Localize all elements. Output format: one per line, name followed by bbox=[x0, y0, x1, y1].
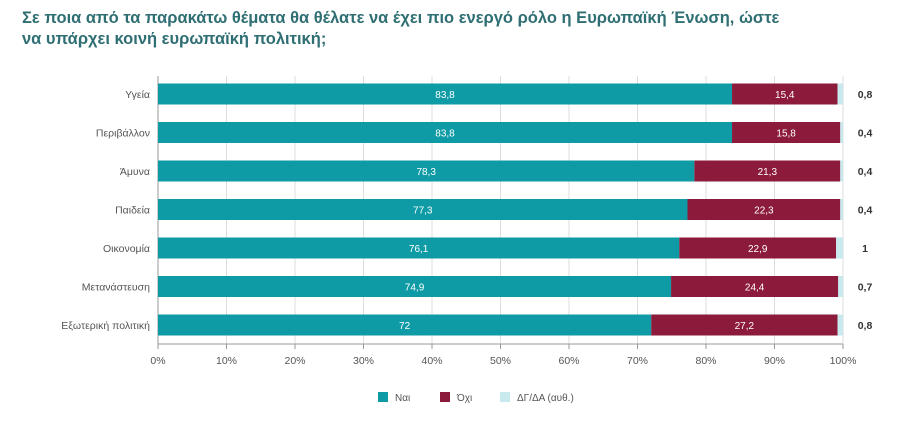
x-tick-label: 20% bbox=[284, 355, 305, 367]
bar-segment-yes bbox=[158, 83, 733, 105]
chart-title: Σε ποια από τα παρακάτω θέματα θα θέλατε… bbox=[22, 8, 902, 50]
bar-segment-dk bbox=[840, 199, 843, 220]
bar-segment-dk bbox=[836, 237, 843, 259]
data-label-no: 22,9 bbox=[748, 244, 768, 255]
bar-segment-yes bbox=[158, 160, 695, 182]
bar-segment-yes bbox=[158, 314, 652, 336]
data-label-dk: 1 bbox=[862, 243, 868, 255]
bar-segment-dk bbox=[840, 160, 843, 182]
category-label: Υγεία bbox=[125, 89, 150, 101]
bar-segment-dk bbox=[838, 276, 843, 297]
legend-swatch bbox=[500, 392, 510, 402]
data-label-yes: 77,3 bbox=[413, 206, 433, 217]
data-label-no: 15,4 bbox=[775, 90, 795, 101]
data-label-no: 27,2 bbox=[735, 321, 755, 332]
chart-title-line-2: να υπάρχει κοινή ευρωπαϊκή πολιτική; bbox=[22, 30, 327, 48]
category-label: Εξωτερική πολιτική bbox=[61, 320, 150, 332]
data-label-yes: 83,8 bbox=[435, 90, 455, 101]
data-label-dk: 0,8 bbox=[858, 89, 873, 101]
bar-segment-no bbox=[694, 160, 841, 182]
data-label-no: 22,3 bbox=[754, 206, 774, 217]
category-label: Οικονομία bbox=[103, 243, 150, 255]
data-label-no: 21,3 bbox=[758, 167, 778, 178]
x-tick-label: 40% bbox=[421, 355, 442, 367]
bar-segment-dk bbox=[837, 83, 843, 105]
category-label: Άμυνα bbox=[120, 166, 150, 178]
data-label-dk: 0,4 bbox=[858, 166, 873, 178]
data-label-dk: 0,4 bbox=[858, 128, 873, 140]
x-tick-label: 0% bbox=[150, 355, 165, 367]
bar-segment-yes bbox=[158, 122, 733, 143]
bar-segment-no bbox=[732, 122, 841, 143]
legend-swatch bbox=[440, 392, 450, 402]
data-label-dk: 0,8 bbox=[858, 320, 873, 332]
data-label-yes: 76,1 bbox=[409, 244, 429, 255]
data-label-dk: 0,4 bbox=[858, 205, 873, 217]
category-label: Περιβάλλον bbox=[96, 128, 150, 140]
bar-segment-yes bbox=[158, 237, 680, 259]
legend-swatch bbox=[378, 392, 388, 402]
bar-segment-no bbox=[651, 314, 838, 336]
category-label: Μετανάστευση bbox=[82, 282, 150, 294]
x-tick-label: 70% bbox=[627, 355, 648, 367]
data-label-yes: 74,9 bbox=[405, 283, 425, 294]
bar-segment-no bbox=[732, 83, 838, 105]
legend-label: Όχι bbox=[456, 393, 472, 404]
data-label-yes: 83,8 bbox=[435, 129, 455, 140]
chart-title-line-1: Σε ποια από τα παρακάτω θέματα θα θέλατε… bbox=[22, 9, 780, 27]
legend-label: Ναι bbox=[395, 393, 410, 404]
bar-segment-dk bbox=[837, 314, 843, 336]
x-tick-label: 80% bbox=[695, 355, 716, 367]
legend-label: ΔΓ/ΔΑ (αυθ.) bbox=[517, 393, 574, 404]
x-tick-label: 50% bbox=[490, 355, 511, 367]
data-label-no: 24,4 bbox=[745, 283, 765, 294]
bar-segment-yes bbox=[158, 199, 688, 220]
bar-segment-no bbox=[671, 276, 839, 297]
category-label: Παιδεία bbox=[115, 205, 150, 217]
x-tick-label: 100% bbox=[830, 355, 857, 367]
bar-segment-no bbox=[687, 199, 841, 220]
data-label-yes: 78,3 bbox=[416, 167, 436, 178]
data-label-no: 15,8 bbox=[776, 129, 796, 140]
bar-segment-yes bbox=[158, 276, 672, 297]
data-label-dk: 0,7 bbox=[858, 282, 873, 294]
x-tick-label: 60% bbox=[558, 355, 579, 367]
bar-segment-no bbox=[679, 237, 837, 259]
x-tick-label: 30% bbox=[353, 355, 374, 367]
x-tick-label: 90% bbox=[764, 355, 785, 367]
data-label-yes: 72 bbox=[399, 321, 411, 332]
bar-segment-dk bbox=[840, 122, 843, 143]
x-tick-label: 10% bbox=[216, 355, 237, 367]
